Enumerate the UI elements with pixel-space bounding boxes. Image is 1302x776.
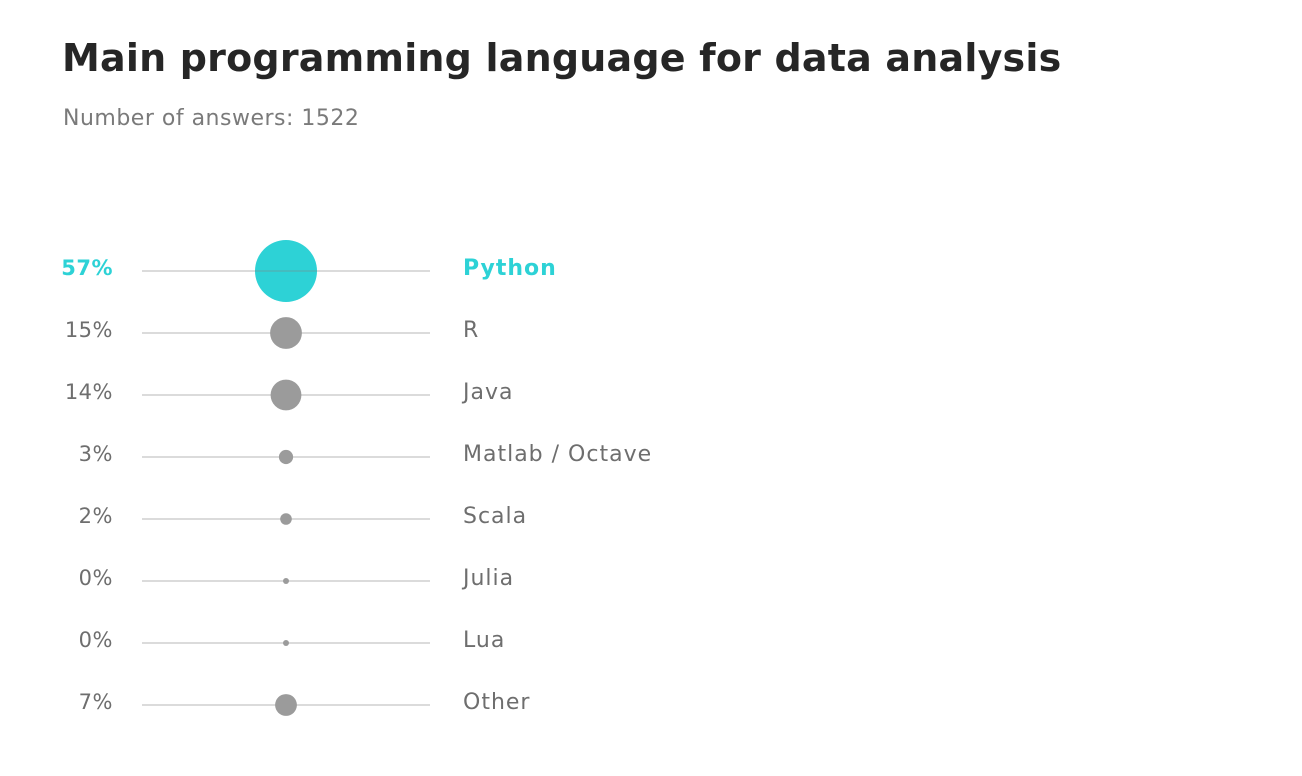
value-label: 7% [79,690,113,714]
category-label: Other [463,690,530,715]
chart-row-matlab-octave: 3% Matlab / Octave [79,442,652,467]
category-label: Java [461,380,513,405]
value-dot [283,640,289,646]
chart-row-lua: 0% Lua [79,628,505,653]
category-label: Scala [463,504,527,529]
value-label: 0% [79,628,113,652]
category-label: Julia [461,566,514,591]
value-label: 3% [79,442,113,466]
value-label: 15% [65,318,113,342]
category-label: Lua [463,628,505,653]
chart-row-other: 7% Other [79,690,530,716]
category-label: Python [463,256,557,281]
value-label: 2% [79,504,113,528]
category-label: R [463,318,479,343]
chart-subtitle: Number of answers: 1522 [63,106,360,131]
value-dot [270,379,302,411]
value-label: 0% [79,566,113,590]
chart-row-r: 15% R [65,317,479,349]
value-dot [283,578,289,584]
chart-row-python: 57% Python [61,240,557,302]
value-dot [270,317,302,349]
value-label: 14% [65,380,113,404]
chart-title: Main programming language for data analy… [62,36,1062,80]
chart-row-java: 14% Java [65,379,513,411]
value-dot [275,694,297,716]
value-dot [280,513,292,525]
value-label: 57% [61,256,113,280]
category-label: Matlab / Octave [463,442,652,467]
chart-row-julia: 0% Julia [79,566,514,591]
chart-row-scala: 2% Scala [79,504,527,529]
value-dot [278,449,294,465]
